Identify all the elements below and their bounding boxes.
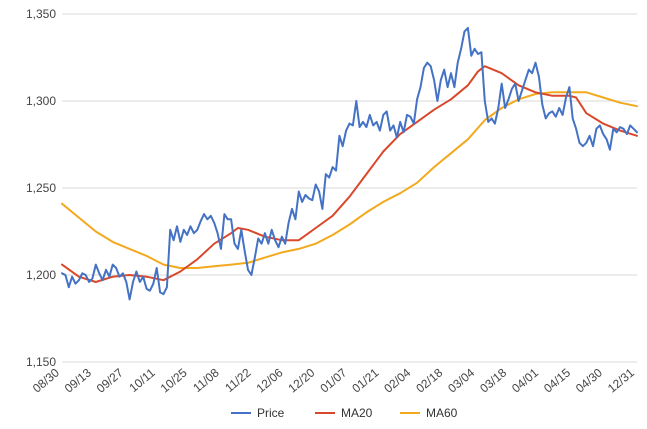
x-tick-label: 03/18	[477, 365, 509, 395]
series-line-ma20	[61, 65, 638, 283]
y-tick-label: 1,200	[26, 268, 56, 282]
y-axis-tick-labels: 1,150 1,200 1,250 1,300 1,350	[26, 7, 56, 369]
legend-label-ma20: MA20	[341, 406, 373, 420]
x-tick-label: 02/04	[381, 365, 413, 395]
x-tick-label: 04/01	[509, 365, 541, 395]
legend-label-price: Price	[257, 406, 285, 420]
x-tick-label: 01/21	[349, 365, 381, 395]
y-tick-label: 1,150	[26, 355, 56, 369]
x-tick-label: 11/08	[190, 365, 222, 395]
y-tick-label: 1,350	[26, 7, 56, 21]
x-tick-label: 09/13	[62, 365, 94, 395]
gridlines	[62, 13, 637, 363]
series-line-price	[61, 26, 638, 301]
series-line-ma60	[61, 91, 638, 269]
legend-label-ma60: MA60	[426, 406, 458, 420]
x-tick-label: 04/30	[573, 365, 605, 395]
x-tick-label: 12/31	[605, 365, 637, 395]
x-tick-label: 09/27	[94, 365, 126, 395]
series-lines	[61, 26, 638, 301]
x-tick-label: 12/06	[254, 365, 286, 395]
x-tick-label: 04/15	[541, 365, 573, 395]
x-tick-label: 08/30	[30, 365, 62, 395]
x-tick-label: 03/04	[445, 365, 477, 395]
x-tick-label: 10/11	[126, 365, 158, 395]
y-tick-label: 1,250	[26, 181, 56, 195]
x-tick-label: 11/22	[222, 365, 254, 395]
x-axis-tick-labels: 08/30 09/13 09/27 10/11 10/25 11/08 11/22 12/06…	[30, 365, 637, 395]
x-tick-label: 02/18	[413, 365, 445, 395]
x-tick-label: 10/25	[158, 365, 190, 395]
x-tick-label: 12/20	[285, 365, 317, 395]
legend: Price MA20 MA60	[231, 406, 458, 420]
y-tick-label: 1,300	[26, 94, 56, 108]
x-tick-label: 01/07	[317, 365, 349, 395]
